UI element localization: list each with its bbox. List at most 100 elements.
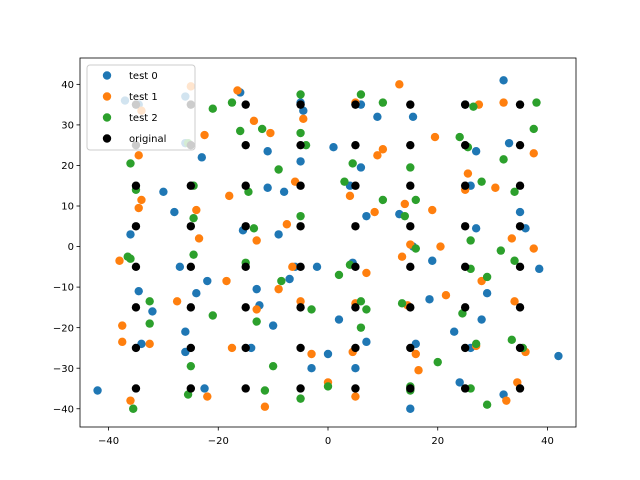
point-test-2: [145, 297, 154, 306]
legend-marker-test-2: [102, 113, 112, 122]
point-original: [406, 222, 415, 231]
point-original: [351, 384, 360, 393]
point-test-0: [159, 187, 168, 197]
point-test-0: [296, 157, 305, 166]
point-original: [296, 181, 305, 190]
point-test-1: [400, 199, 410, 209]
point-test-2: [482, 400, 492, 409]
y-tick-label: 20: [61, 161, 74, 172]
point-test-2: [252, 317, 261, 326]
point-original: [241, 303, 250, 312]
y-tick-label: −10: [53, 283, 74, 294]
point-test-2: [296, 394, 305, 403]
point-test-2: [189, 250, 198, 259]
point-original: [515, 343, 525, 353]
point-test-1: [351, 392, 360, 401]
point-original: [460, 343, 470, 353]
legend: test 0 test 1 test 2 original: [86, 64, 196, 151]
point-original: [406, 343, 415, 353]
y-tick-label: 30: [61, 121, 74, 132]
point-original: [296, 262, 305, 272]
legend-marker-original: [102, 134, 112, 143]
point-test-1: [266, 128, 275, 138]
point-test-2: [356, 297, 366, 306]
point-original: [460, 262, 470, 272]
point-test-0: [482, 288, 492, 298]
point-test-2: [471, 339, 481, 349]
point-test-0: [373, 112, 382, 122]
point-test-0: [477, 315, 486, 324]
point-test-2: [296, 211, 305, 221]
point-original: [515, 262, 525, 272]
point-original: [241, 181, 250, 190]
point-original: [460, 100, 470, 109]
point-test-0: [148, 307, 157, 316]
point-test-1: [200, 130, 209, 140]
point-test-0: [279, 187, 289, 197]
x-tick-label: 20: [431, 436, 444, 447]
y-tick-label: −20: [53, 323, 74, 334]
legend-label-test-1: test 1: [129, 92, 158, 103]
point-test-1: [194, 234, 204, 243]
point-test-1: [499, 98, 508, 107]
y-tick-label: 10: [61, 202, 74, 213]
point-test-0: [175, 262, 185, 272]
point-test-2: [411, 244, 420, 253]
x-tick-label: 0: [325, 436, 331, 447]
point-test-0: [449, 327, 459, 336]
point-test-2: [208, 104, 217, 113]
point-test-2: [499, 155, 508, 164]
point-original: [296, 384, 305, 393]
y-tick-label: −30: [53, 364, 74, 375]
x-axis-ticks: −40 −20 0 20 40: [98, 427, 554, 447]
point-test-2: [236, 126, 245, 136]
point-test-1: [137, 195, 146, 205]
point-original: [131, 181, 141, 190]
point-test-0: [323, 349, 333, 359]
point-test-1: [172, 297, 182, 306]
point-test-2: [532, 98, 541, 107]
point-original: [515, 222, 525, 231]
point-test-1: [134, 151, 143, 160]
point-test-0: [554, 351, 563, 361]
point-original: [186, 303, 196, 312]
point-original: [351, 100, 360, 109]
point-test-2: [362, 305, 371, 314]
point-test-2: [397, 299, 407, 308]
y-tick-label: −40: [53, 404, 74, 415]
point-test-1: [397, 252, 407, 261]
point-test-0: [263, 183, 272, 192]
point-original: [296, 303, 305, 312]
point-test-2: [466, 236, 475, 245]
point-test-1: [134, 203, 143, 213]
point-original: [406, 100, 415, 109]
point-original: [351, 140, 360, 150]
point-test-0: [356, 163, 366, 172]
x-tick-label: −40: [98, 436, 119, 447]
point-test-0: [197, 153, 207, 162]
point-test-0: [406, 404, 415, 413]
point-test-2: [186, 361, 196, 371]
point-test-1: [118, 337, 127, 347]
y-tick-label: 40: [61, 80, 74, 91]
point-test-1: [260, 402, 270, 411]
point-test-0: [471, 147, 481, 156]
point-test-0: [312, 262, 322, 272]
point-original: [131, 384, 141, 393]
point-test-1: [115, 256, 124, 265]
point-test-1: [395, 80, 404, 89]
point-original: [131, 262, 141, 272]
point-original: [241, 100, 250, 109]
point-test-0: [200, 384, 209, 393]
point-test-2: [126, 254, 135, 263]
point-test-1: [227, 343, 237, 353]
point-test-0: [274, 230, 283, 239]
point-test-0: [515, 207, 525, 217]
point-test-2: [296, 128, 305, 138]
point-test-1: [362, 268, 371, 278]
point-original: [460, 181, 470, 190]
point-test-1: [225, 191, 234, 201]
point-test-2: [227, 98, 237, 107]
point-original: [131, 343, 141, 353]
